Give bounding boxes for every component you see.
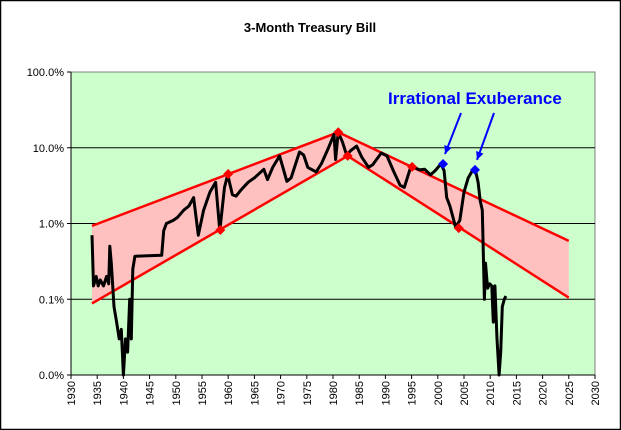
x-tick-label: 2000 xyxy=(433,381,445,405)
y-tick-label: 1.0% xyxy=(39,219,64,231)
x-tick-label: 1945 xyxy=(145,381,157,405)
x-tick-label: 1990 xyxy=(380,381,392,405)
annotation-arrowhead xyxy=(476,150,484,160)
x-tick-label: 1995 xyxy=(407,381,419,405)
blue-diamond-marker xyxy=(438,159,449,170)
y-tick-label: 0.0% xyxy=(39,370,64,382)
red-diamond-marker xyxy=(333,127,344,138)
red-diamond-marker xyxy=(453,223,464,234)
x-tick-label: 2025 xyxy=(564,381,576,405)
red-diamond-marker xyxy=(407,161,418,172)
x-tick-label: 2010 xyxy=(485,381,497,405)
x-tick-label: 1960 xyxy=(223,381,235,405)
x-tick-label: 1950 xyxy=(171,381,183,405)
y-tick-label: 0.1% xyxy=(39,294,64,306)
x-tick-label: 1940 xyxy=(118,381,130,405)
annotation-irrational-exuberance: Irrational Exuberance xyxy=(388,89,562,108)
x-tick-label: 1935 xyxy=(92,381,104,405)
x-tick-label: 1985 xyxy=(354,381,366,405)
x-tick-label: 2030 xyxy=(590,381,602,405)
x-tick-label: 1955 xyxy=(197,381,209,405)
channel-fill xyxy=(91,132,569,304)
chart-title: 3-Month Treasury Bill xyxy=(244,20,376,35)
x-tick-label: 1975 xyxy=(302,381,314,405)
red-diamond-marker xyxy=(215,225,226,236)
y-tick-label: 10.0% xyxy=(33,143,64,155)
y-tick-label: 100.0% xyxy=(27,67,65,79)
blue-diamond-marker xyxy=(470,164,481,175)
x-tick-label: 2005 xyxy=(459,381,471,405)
red-diamond-marker xyxy=(223,169,234,180)
annotation-arrow xyxy=(476,112,495,161)
x-tick-label: 1930 xyxy=(66,381,78,405)
x-tick-label: 1970 xyxy=(276,381,288,405)
red-diamond-marker xyxy=(342,150,353,161)
x-tick-label: 2015 xyxy=(511,381,523,405)
x-tick-label: 1965 xyxy=(249,381,261,405)
annotation-arrowhead xyxy=(444,145,452,155)
x-tick-label: 2020 xyxy=(538,381,550,405)
x-tick-label: 1980 xyxy=(328,381,340,405)
